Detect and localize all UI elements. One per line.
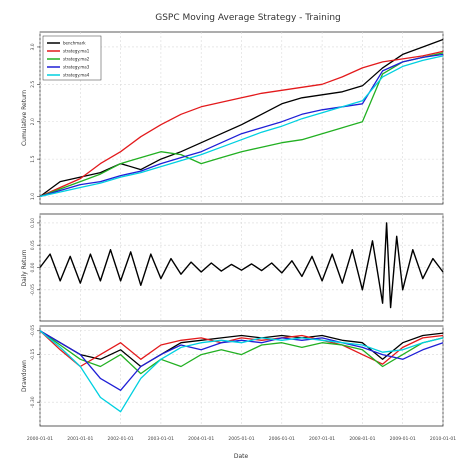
- legend-label: strategy.ma2: [63, 57, 90, 62]
- y-tick-label: 0.05: [30, 240, 36, 250]
- legend: benchmark strategy.ma1 strategy.ma2 strateg…: [42, 35, 102, 81]
- y-tick-label: -0.30: [30, 396, 36, 408]
- panel-daily-lines: [39, 222, 444, 309]
- x-tick-label: 2010-01-01: [430, 436, 456, 442]
- series-line-daily-benchmark: [39, 222, 444, 309]
- series-line-drawdown-strategy.ma2: [39, 330, 444, 375]
- legend-entries: benchmark strategy.ma1 strategy.ma2 strateg…: [47, 41, 90, 78]
- y-tick-label: 0.10: [30, 218, 36, 228]
- y-tick-label: -0.05: [30, 284, 36, 296]
- series-line-cumulative-strategy.ma3: [39, 53, 444, 198]
- x-tick-labels: 2000-01-01 2001-01-01 2002-01-01 2003-01-01…: [27, 436, 456, 442]
- x-tick-label: 2003-01-01: [148, 436, 174, 442]
- x-tick-label: 2009-01-01: [390, 436, 416, 442]
- panel-drawdown: -0.05 -0.15 -0.30 Drawdown: [21, 325, 444, 427]
- series-line-drawdown-benchmark: [39, 330, 444, 368]
- series-line-cumulative-strategy.ma4: [39, 55, 444, 198]
- series-line-cumulative-benchmark: [39, 38, 444, 198]
- x-tick-label: 2008-01-01: [349, 436, 375, 442]
- y-tick-label: 2.0: [30, 118, 36, 125]
- panel-cumulative-yticks: 1.0 1.5 2.0 2.5 3.0: [30, 43, 40, 200]
- x-axis-label: Date: [234, 453, 249, 460]
- chart-title: GSPC Moving Average Strategy - Training: [155, 13, 341, 23]
- x-tick-label: 2006-01-01: [269, 436, 295, 442]
- legend-label: strategy.ma1: [63, 49, 90, 54]
- ylabel-cumulative: Cumulative Return: [21, 90, 28, 146]
- ylabel-drawdown: Drawdown: [21, 360, 28, 392]
- x-tick-label: 2000-01-01: [27, 436, 53, 442]
- series-line-cumulative-strategy.ma2: [39, 52, 444, 198]
- x-tick-label: 2007-01-01: [309, 436, 335, 442]
- panel-daily-yticks: -0.05 0.00 0.05 0.10: [30, 218, 40, 296]
- panel-daily-grid: [39, 214, 444, 321]
- legend-label: strategy.ma4: [63, 73, 90, 78]
- panel-drawdown-yticks: -0.05 -0.15 -0.30: [30, 325, 40, 408]
- y-tick-label: 1.5: [30, 155, 36, 162]
- x-tick-label: 2005-01-01: [228, 436, 254, 442]
- x-tick-label: 2001-01-01: [67, 436, 93, 442]
- panel-drawdown-lines: [39, 330, 444, 413]
- x-tick-label: 2004-01-01: [188, 436, 214, 442]
- legend-label: strategy.ma3: [63, 65, 90, 70]
- y-tick-label: -0.05: [30, 325, 36, 337]
- series-line-cumulative-strategy.ma1: [39, 50, 444, 198]
- legend-label: benchmark: [63, 41, 86, 46]
- y-tick-label: 0.00: [30, 262, 36, 272]
- ylabel-daily: Daily Return: [21, 249, 28, 286]
- series-line-drawdown-strategy.ma3: [39, 330, 444, 391]
- y-tick-label: -0.15: [30, 349, 36, 361]
- y-tick-label: 1.0: [30, 193, 36, 200]
- series-line-drawdown-strategy.ma4: [39, 330, 444, 413]
- y-tick-label: 2.5: [30, 81, 36, 88]
- panel-daily: -0.05 0.00 0.05 0.10 Daily Return: [21, 213, 444, 322]
- panel-cumulative-lines: [39, 38, 444, 198]
- y-tick-label: 3.0: [30, 43, 36, 50]
- x-tick-label: 2002-01-01: [108, 436, 134, 442]
- panel-cumulative: 1.0 1.5 2.0 2.5 3.0 Cumulative Return benchm…: [21, 31, 444, 205]
